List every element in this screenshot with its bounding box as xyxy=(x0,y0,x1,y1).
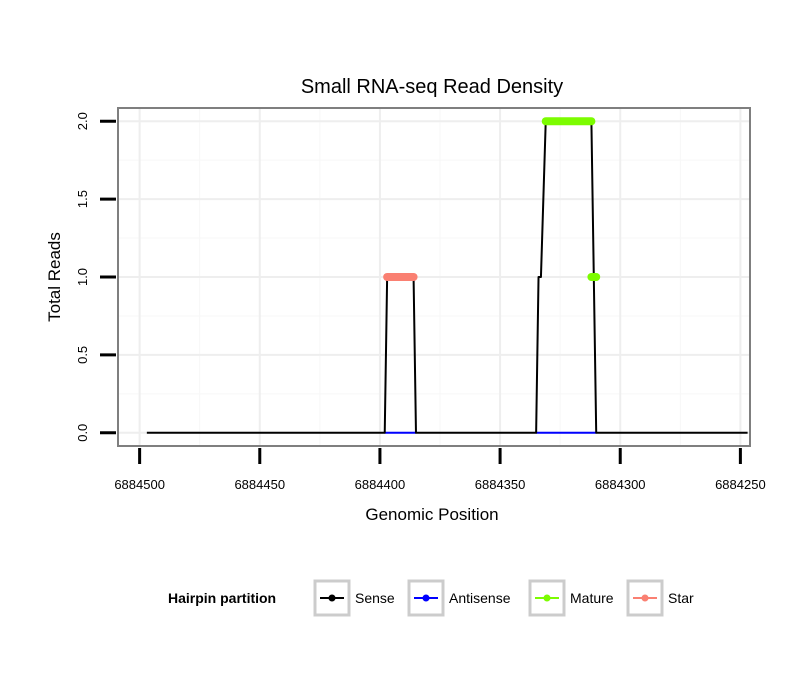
y-tick-label-1: 0.5 xyxy=(75,346,90,364)
x-tick-label-3: 6884350 xyxy=(475,477,526,492)
legend-label-mature: Mature xyxy=(570,590,614,606)
axes: 6884500 6884450 6884400 6884350 6884300 68842… xyxy=(75,112,766,492)
legend-label-sense: Sense xyxy=(355,590,395,606)
x-tick-label-1: 6884450 xyxy=(234,477,285,492)
legend-key-point-mature xyxy=(543,594,551,602)
legend-key-point-sense xyxy=(328,594,336,602)
x-axis-title: Genomic Position xyxy=(365,505,498,524)
x-tick-label-0: 6884500 xyxy=(114,477,165,492)
legend-title: Hairpin partition xyxy=(168,590,276,606)
chart-title: Small RNA-seq Read Density xyxy=(301,76,563,98)
y-axis-title: Total Reads xyxy=(45,232,64,322)
legend-label-antisense: Antisense xyxy=(449,590,511,606)
y-tick-label-0: 0.0 xyxy=(75,424,90,442)
y-tick-label-3: 1.5 xyxy=(75,190,90,208)
x-tick-label-4: 6884300 xyxy=(595,477,646,492)
legend-key-point-star xyxy=(641,594,649,602)
data-series xyxy=(146,117,748,434)
x-tick-label-2: 6884400 xyxy=(355,477,406,492)
legend: Hairpin partition Sense Antisense Mature St… xyxy=(168,579,694,617)
legend-label-star: Star xyxy=(668,590,694,606)
y-tick-label-2: 1.0 xyxy=(75,268,90,286)
y-tick-label-4: 2.0 xyxy=(75,112,90,130)
plot-panel-border xyxy=(117,107,751,447)
legend-key-point-antisense xyxy=(422,594,430,602)
x-tick-label-5: 6884250 xyxy=(715,477,766,492)
grid-lines xyxy=(118,108,750,446)
